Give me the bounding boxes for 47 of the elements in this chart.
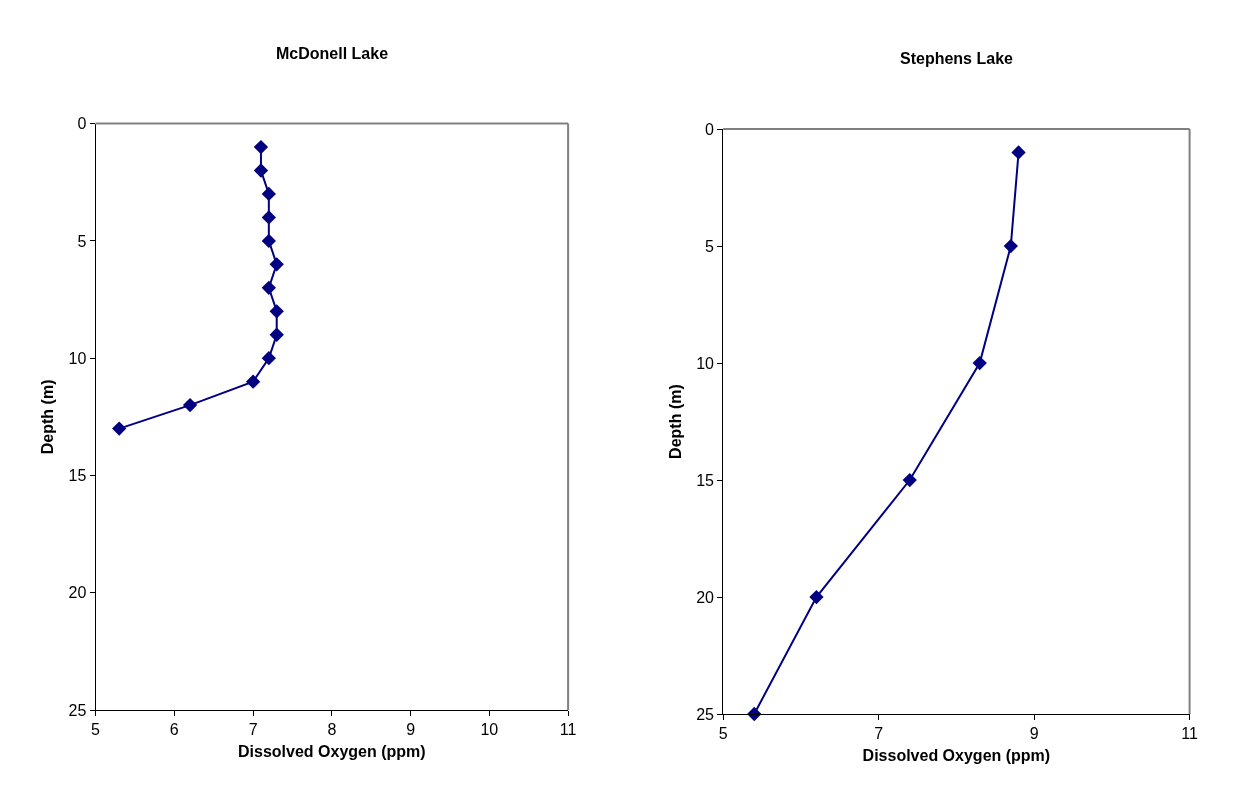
point [972, 355, 987, 371]
point [253, 139, 269, 155]
y-tick-label: 5 [705, 237, 715, 255]
point [261, 233, 276, 249]
point [253, 163, 269, 178]
point [261, 351, 276, 366]
chart-title: McDonell Lake [276, 45, 389, 62]
point [261, 210, 276, 225]
y-axis-title: Depth (m) [667, 384, 685, 459]
point [261, 280, 276, 295]
y-tick-label: 20 [68, 584, 87, 602]
y-tick-label: 20 [696, 588, 715, 606]
x-axis-title: Dissolved Oxygen (ppm) [862, 746, 1051, 764]
x-tick-label: 5 [718, 725, 728, 743]
x-tick-label: 10 [480, 721, 499, 739]
x-tick-label: 6 [169, 721, 179, 739]
point [182, 397, 198, 413]
point [1011, 145, 1026, 160]
y-axis-title: Depth (m) [39, 379, 57, 455]
point [902, 472, 917, 488]
point [112, 421, 127, 436]
y-tick-label: 10 [68, 349, 87, 367]
y-tick-label: 25 [68, 701, 87, 719]
y-tick-label: 15 [696, 471, 715, 489]
point [269, 327, 284, 342]
point [269, 304, 284, 319]
point [261, 186, 276, 202]
y-tick-label: 5 [77, 232, 87, 250]
point [1003, 238, 1018, 254]
point [269, 257, 284, 272]
y-tick-label: 0 [77, 115, 87, 133]
x-tick-label: 7 [874, 725, 884, 743]
y-tick-label: 25 [696, 705, 715, 723]
x-tick-label: 11 [559, 721, 577, 739]
x-tick-label: 11 [1181, 725, 1198, 743]
y-tick-label: 10 [696, 354, 715, 372]
point [245, 374, 261, 389]
point [809, 589, 824, 605]
x-tick-label: 5 [91, 721, 101, 739]
x-axis-title: Dissolved Oxygen (ppm) [238, 743, 426, 761]
x-tick-label: 9 [406, 721, 416, 739]
x-tick-label: 9 [1029, 725, 1039, 743]
y-tick-label: 0 [705, 120, 715, 138]
x-tick-label: 7 [248, 721, 258, 739]
chart-title: Stephens Lake [900, 50, 1014, 67]
x-tick-label: 8 [327, 721, 337, 739]
y-tick-label: 15 [68, 467, 87, 485]
